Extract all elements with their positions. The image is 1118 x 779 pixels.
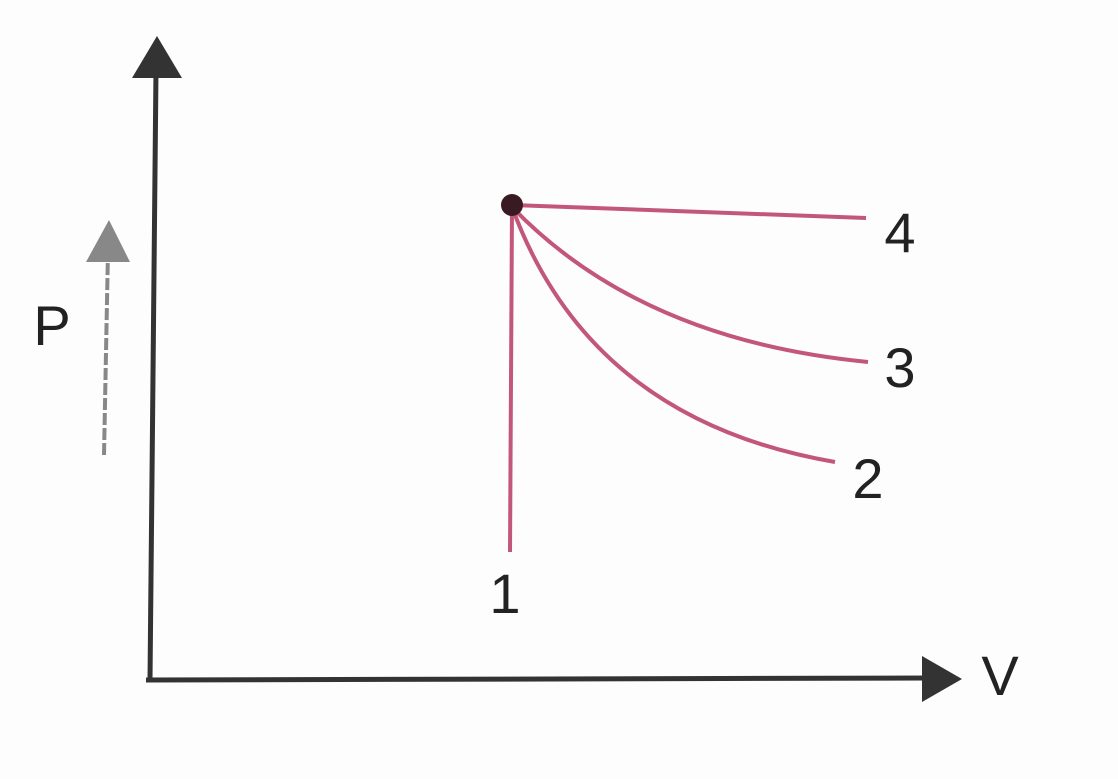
process-label: 2 bbox=[852, 447, 883, 510]
pressure-arrow-head bbox=[86, 220, 130, 262]
process-label: 4 bbox=[884, 201, 915, 264]
x-axis bbox=[145, 675, 931, 683]
x-axis-label: V bbox=[981, 644, 1019, 707]
y-axis-label: P bbox=[33, 294, 70, 357]
process-2 bbox=[510, 206, 836, 464]
y-axis bbox=[147, 69, 159, 681]
process-label: 3 bbox=[884, 336, 915, 399]
process-label: 1 bbox=[489, 562, 520, 625]
initial-state bbox=[501, 194, 523, 216]
y-axis-arrow bbox=[132, 36, 182, 78]
process-3 bbox=[510, 205, 869, 364]
x-axis-arrow bbox=[922, 656, 962, 702]
process-4 bbox=[511, 203, 867, 220]
process-1 bbox=[508, 206, 514, 553]
pressure-arrow bbox=[102, 249, 110, 456]
